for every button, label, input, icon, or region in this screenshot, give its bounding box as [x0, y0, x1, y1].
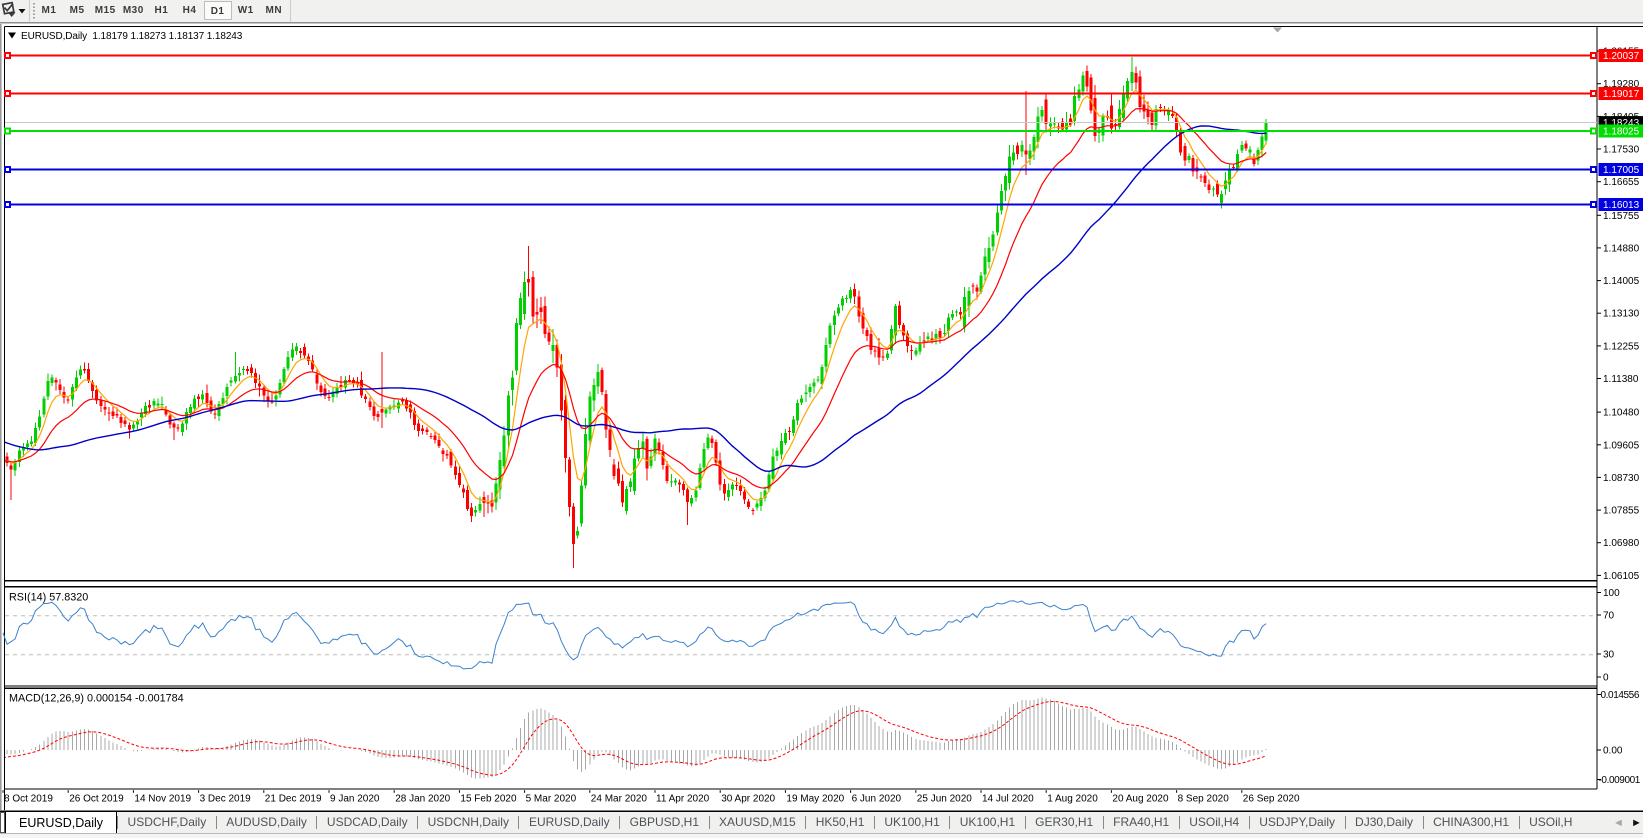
svg-text:28 Jan 2020: 28 Jan 2020	[395, 794, 450, 805]
svg-text:70: 70	[1603, 611, 1615, 622]
svg-text:1.17530: 1.17530	[1603, 145, 1640, 156]
svg-text:14 Jul 2020: 14 Jul 2020	[982, 794, 1034, 805]
svg-text:1.10480: 1.10480	[1603, 408, 1640, 419]
svg-text:1.13130: 1.13130	[1603, 309, 1640, 320]
svg-text:1.06980: 1.06980	[1603, 538, 1640, 549]
svg-text:RSI(14) 57.8320: RSI(14) 57.8320	[9, 592, 88, 604]
svg-text:MACD(12,26,9) 0.000154 -0.0017: MACD(12,26,9) 0.000154 -0.001784	[9, 693, 184, 705]
svg-text:1.15755: 1.15755	[1603, 211, 1640, 222]
svg-text:1.20037: 1.20037	[1603, 51, 1640, 62]
svg-text:26 Sep 2020: 26 Sep 2020	[1243, 794, 1300, 805]
svg-text:26 Oct 2019: 26 Oct 2019	[69, 794, 124, 805]
svg-text:20 Aug 2020: 20 Aug 2020	[1112, 794, 1169, 805]
svg-text:1.19280: 1.19280	[1603, 79, 1640, 90]
svg-text:1.11380: 1.11380	[1603, 374, 1639, 385]
svg-text:100: 100	[1603, 588, 1620, 599]
svg-text:1 Aug 2020: 1 Aug 2020	[1047, 794, 1098, 805]
svg-text:1.18025: 1.18025	[1603, 127, 1640, 138]
svg-text:1.09605: 1.09605	[1603, 440, 1640, 451]
svg-text:8 Oct 2019: 8 Oct 2019	[4, 794, 53, 805]
svg-text:0.00: 0.00	[1603, 746, 1623, 757]
svg-text:1.14005: 1.14005	[1603, 276, 1640, 287]
svg-text:1.06105: 1.06105	[1603, 571, 1640, 582]
svg-text:19 May 2020: 19 May 2020	[786, 794, 844, 805]
svg-text:1.07855: 1.07855	[1603, 506, 1640, 517]
svg-text:8 Sep 2020: 8 Sep 2020	[1178, 794, 1230, 805]
svg-text:14 Nov 2019: 14 Nov 2019	[134, 794, 191, 805]
svg-text:30 Apr 2020: 30 Apr 2020	[721, 794, 775, 805]
svg-text:21 Dec 2019: 21 Dec 2019	[265, 794, 322, 805]
svg-text:6 Jun 2020: 6 Jun 2020	[852, 794, 902, 805]
svg-text:1.18243: 1.18243	[1603, 118, 1640, 129]
svg-text:11 Apr 2020: 11 Apr 2020	[656, 794, 710, 805]
svg-text:1.17005: 1.17005	[1603, 165, 1640, 176]
svg-text:EURUSD,Daily 1.18179 1.18273: EURUSD,Daily 1.18179 1.18273 1.18137 1.1…	[21, 31, 243, 42]
svg-text:1.12255: 1.12255	[1603, 341, 1640, 352]
svg-text:1.16013: 1.16013	[1603, 200, 1640, 211]
svg-text:24 Mar 2020: 24 Mar 2020	[591, 794, 648, 805]
svg-text:30: 30	[1603, 650, 1615, 661]
svg-text:5 Mar 2020: 5 Mar 2020	[526, 794, 577, 805]
svg-text:1.16655: 1.16655	[1603, 177, 1640, 188]
svg-text:15 Feb 2020: 15 Feb 2020	[460, 794, 517, 805]
svg-text:-0.009001: -0.009001	[1599, 775, 1641, 786]
svg-text:9 Jan 2020: 9 Jan 2020	[330, 794, 380, 805]
svg-text:1.19017: 1.19017	[1603, 89, 1640, 100]
svg-text:3 Dec 2019: 3 Dec 2019	[200, 794, 252, 805]
svg-text:1.08730: 1.08730	[1603, 473, 1640, 484]
svg-text:0: 0	[1603, 673, 1609, 684]
svg-text:1.14880: 1.14880	[1603, 243, 1640, 254]
svg-text:0.014556: 0.014556	[1601, 690, 1640, 701]
svg-text:25 Jun 2020: 25 Jun 2020	[917, 794, 972, 805]
